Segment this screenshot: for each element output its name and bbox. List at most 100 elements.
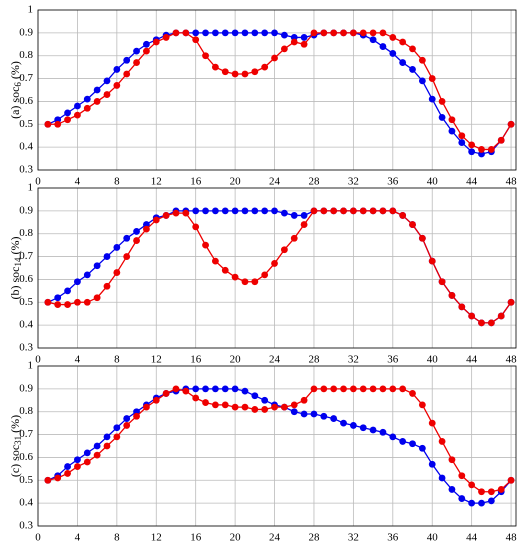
data-point [44, 476, 52, 484]
data-point [300, 40, 308, 48]
data-point [113, 269, 121, 276]
data-point [428, 460, 436, 468]
data-point [182, 29, 190, 37]
data-point [448, 486, 456, 493]
data-point [103, 433, 111, 441]
data-point [212, 401, 219, 409]
data-point [468, 312, 476, 320]
data-point [113, 424, 121, 432]
data-point [448, 456, 456, 464]
data-point [83, 458, 91, 466]
data-point [231, 70, 239, 78]
data-point [310, 29, 318, 37]
data-point [409, 45, 416, 53]
data-point [152, 396, 160, 404]
data-point [64, 470, 71, 477]
y-tick-label: 0.3 [19, 342, 33, 354]
data-point [123, 253, 131, 260]
data-point [93, 86, 101, 94]
data-point [221, 29, 229, 37]
data-point [409, 221, 416, 228]
series-line [47, 32, 512, 155]
data-point [231, 273, 239, 281]
data-point [379, 43, 387, 50]
data-point [438, 438, 446, 445]
data-point [399, 212, 407, 219]
y-tick-label: 0.5 [19, 474, 33, 486]
y-tick-label: 0.4 [19, 319, 33, 331]
x-tick-label: 48 [506, 176, 518, 188]
data-point [221, 385, 229, 393]
data-point [389, 433, 397, 441]
data-point [143, 403, 150, 411]
data-point [487, 319, 495, 327]
data-point [54, 120, 62, 128]
y-label-suffix: (%) [8, 415, 22, 436]
data-point [468, 499, 476, 507]
data-point [379, 207, 387, 215]
data-point [399, 59, 407, 66]
x-tick-label: 12 [151, 354, 162, 366]
data-point [428, 75, 436, 82]
series-line [47, 388, 512, 504]
data-point [300, 212, 308, 219]
data-point [182, 387, 190, 395]
x-tick-label: 16 [190, 176, 202, 188]
data-point [409, 440, 416, 448]
data-point [389, 207, 397, 215]
x-tick-label: 40 [427, 532, 439, 544]
data-point [399, 438, 407, 445]
x-tick-label: 16 [190, 532, 202, 544]
y-tick-label: 0.3 [19, 520, 33, 532]
data-point [418, 444, 426, 452]
data-point [103, 282, 111, 290]
data-point [93, 442, 101, 450]
data-point [241, 403, 249, 411]
data-point [261, 396, 269, 404]
data-point [389, 50, 397, 57]
y-label-text: (a) soc [8, 87, 22, 119]
data-point [340, 207, 347, 215]
data-point [113, 433, 121, 441]
data-point [458, 132, 466, 140]
y-label-sub: 14 [13, 257, 23, 267]
data-point [172, 29, 180, 37]
data-point [409, 390, 416, 397]
data-point [261, 271, 269, 279]
series-line [47, 32, 512, 151]
data-point [280, 246, 288, 254]
data-point [221, 401, 229, 409]
data-point [202, 29, 209, 37]
y-tick-label: 1 [28, 4, 34, 16]
data-point [152, 38, 160, 46]
x-tick-label: 4 [75, 176, 81, 188]
x-tick-label: 0 [35, 176, 41, 188]
data-point [231, 385, 239, 393]
data-point [320, 29, 328, 37]
data-point [143, 47, 150, 55]
data-point [487, 146, 495, 153]
data-point [64, 109, 71, 117]
data-point [123, 422, 131, 429]
data-point [448, 292, 456, 299]
data-point [330, 207, 338, 215]
data-point [133, 228, 140, 235]
data-point [64, 463, 71, 470]
series-line [47, 210, 512, 324]
data-point [478, 146, 485, 153]
y-tick-label: 1 [28, 360, 34, 372]
y-label-suffix: (%) [8, 61, 22, 82]
data-point [103, 442, 111, 450]
data-point [123, 415, 131, 422]
data-point [369, 426, 377, 434]
data-point [497, 136, 505, 144]
data-point [123, 70, 131, 78]
data-point [93, 98, 101, 105]
data-point [241, 29, 249, 37]
data-point [369, 29, 377, 37]
y-tick-label: 1 [28, 182, 34, 194]
x-tick-label: 28 [308, 532, 320, 544]
data-point [468, 141, 476, 149]
data-point [399, 385, 407, 393]
